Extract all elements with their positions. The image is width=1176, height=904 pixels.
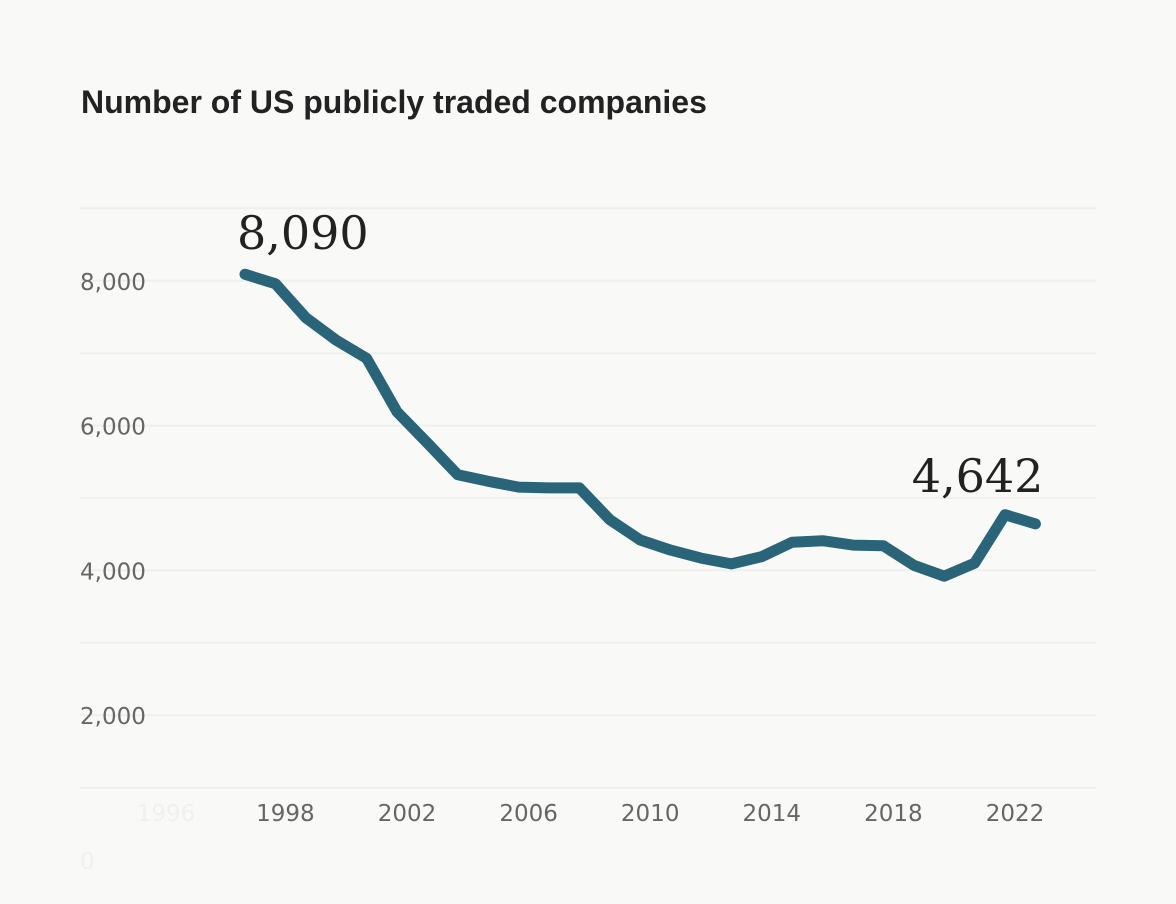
x-tick-label: 2002 (378, 801, 437, 827)
annotation-label: 4,642 (912, 449, 1044, 503)
y-tick-label: 2,000 (80, 704, 146, 730)
x-tick-label: 2006 (499, 801, 558, 827)
x-tick-label: 2010 (621, 801, 680, 827)
x-tick-label: 2018 (864, 801, 923, 827)
x-tick-label: 1998 (256, 801, 315, 827)
y-tick-label: 0 (80, 849, 95, 875)
x-tick-label: 2022 (986, 801, 1045, 827)
annotation-label: 8,090 (237, 206, 369, 260)
x-tick-label: 1996 (137, 801, 196, 827)
x-tick-label: 2014 (743, 801, 802, 827)
y-tick-label: 8,000 (80, 270, 146, 296)
chart-title: Number of US publicly traded companies (81, 84, 707, 120)
y-tick-label: 4,000 (80, 559, 146, 585)
y-tick-label: 6,000 (80, 415, 146, 441)
